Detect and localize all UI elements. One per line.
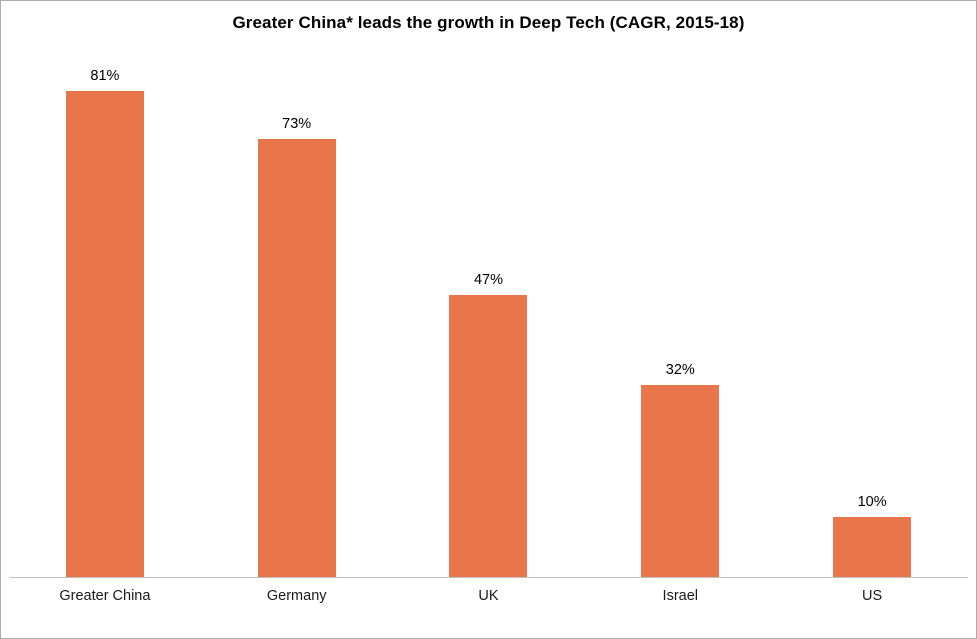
- category-label: Israel: [662, 588, 699, 604]
- value-label: 10%: [857, 494, 887, 510]
- plot-area: 81% 73% 47% 32% 10%: [9, 37, 968, 578]
- bar: [641, 385, 720, 577]
- category-label: US: [862, 588, 883, 604]
- category-label: Greater China: [59, 588, 151, 604]
- value-label: 81%: [90, 68, 120, 84]
- x-axis-labels: Greater China Germany UK Israel US: [9, 578, 968, 604]
- chart-title: Greater China* leads the growth in Deep …: [232, 13, 745, 32]
- value-label: 73%: [282, 116, 312, 132]
- bar: [65, 91, 144, 577]
- bar-column: 32%: [584, 37, 776, 577]
- bar-column: 73%: [201, 37, 393, 577]
- category-label: UK: [478, 588, 499, 604]
- category-label: Germany: [266, 588, 327, 604]
- value-label: 32%: [665, 362, 695, 378]
- bar-column: 81%: [9, 37, 201, 577]
- bar-column: 10%: [776, 37, 968, 577]
- value-label: 47%: [473, 272, 503, 288]
- bar-column: 47%: [393, 37, 585, 577]
- bar: [449, 295, 528, 577]
- bar: [257, 139, 336, 577]
- bar: [833, 517, 912, 577]
